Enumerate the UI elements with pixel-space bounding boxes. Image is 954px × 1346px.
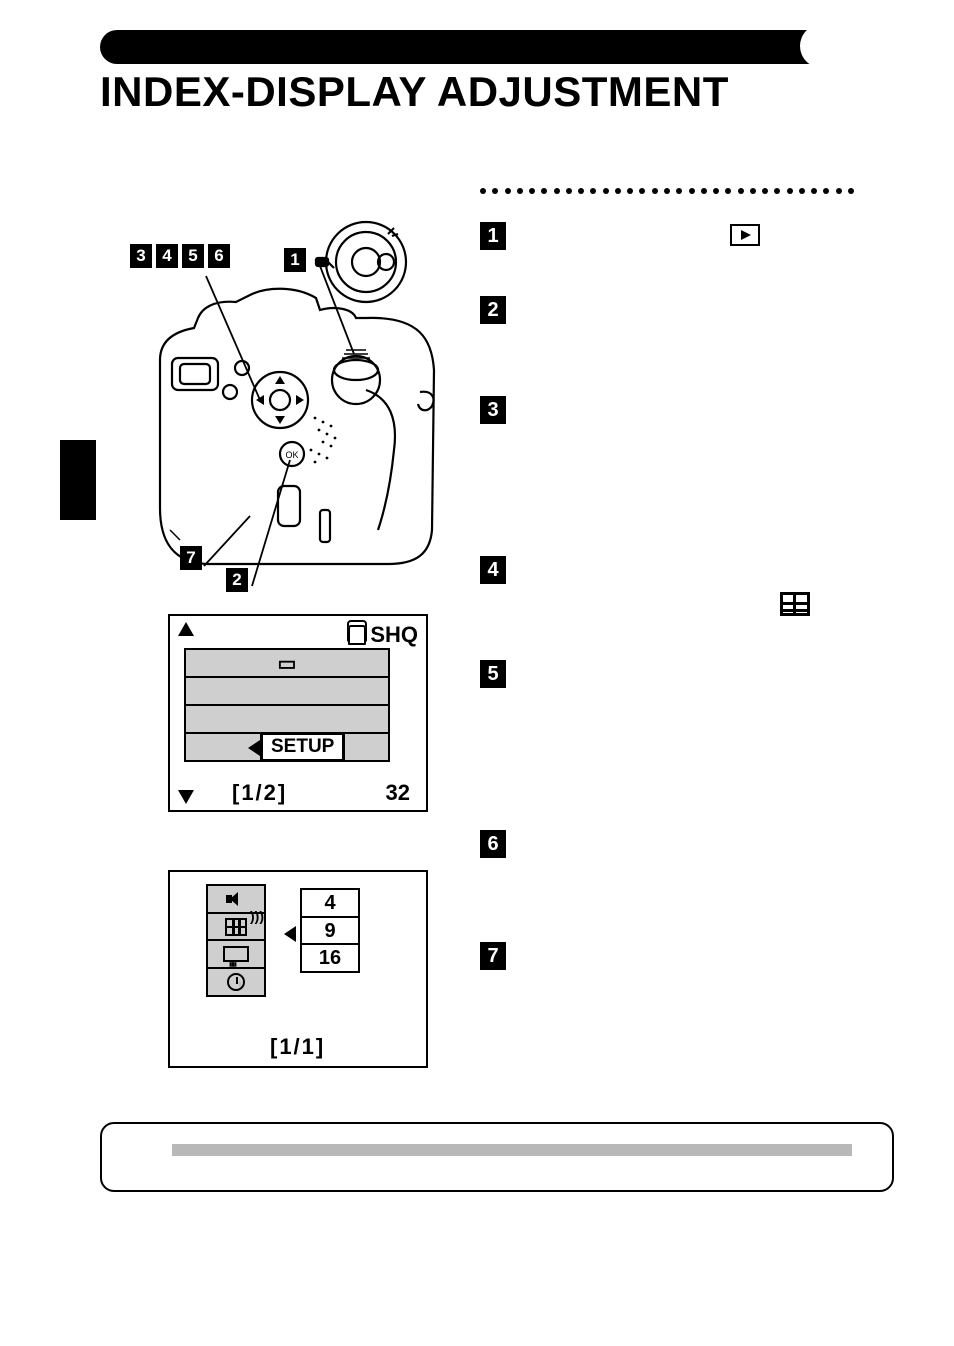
callout-3: 3 (130, 244, 152, 268)
step-1: 1 (480, 222, 506, 250)
page-indicator: [1/1] (270, 1034, 325, 1060)
arrow-up-icon (178, 622, 194, 636)
frame-count: 32 (386, 780, 410, 806)
setup-pill: SETUP (260, 732, 345, 762)
callout-row-top: 3456 (130, 244, 230, 268)
lcd-screen-menu: SHQ ▭ SETUP [1/2] 32 (168, 614, 428, 812)
callout-4: 4 (156, 244, 178, 268)
step-6: 6 (480, 830, 506, 858)
note-box (100, 1122, 894, 1192)
step-5: 5 (480, 660, 506, 688)
clock-icon (227, 973, 245, 991)
index-grid-icon (780, 592, 810, 616)
lcd-screen-options: ))) 4916 [1/1] (168, 870, 428, 1068)
callout-1: 1 (284, 248, 306, 272)
callout-7: 7 (180, 546, 202, 570)
arrow-left-icon (284, 926, 296, 942)
camera-diagram: OK (120, 200, 460, 600)
header-tab (100, 30, 840, 64)
callout-6: 6 (208, 244, 230, 268)
quality-tag: SHQ (348, 622, 418, 648)
arrow-down-icon (178, 790, 194, 804)
multi-frame-icon: ▭ (278, 651, 297, 676)
setup-icon-column: ))) (206, 884, 266, 994)
arrow-left-icon (248, 740, 260, 756)
svg-text:OK: OK (285, 450, 298, 460)
step-3: 3 (480, 396, 506, 424)
index-option-16: 16 (300, 943, 360, 973)
page-title: INDEX-DISPLAY ADJUSTMENT (100, 68, 729, 116)
callout-2: 2 (226, 568, 248, 592)
index-option-4: 4 (300, 888, 360, 918)
dot-leader (480, 188, 854, 194)
step-7: 7 (480, 942, 506, 970)
step-2: 2 (480, 296, 506, 324)
monitor-brightness-icon (223, 946, 249, 962)
step-4: 4 (480, 556, 506, 584)
page-indicator: [1/2] (232, 780, 287, 806)
beep-icon (226, 892, 246, 906)
page: INDEX-DISPLAY ADJUSTMENT 1234567 (0, 0, 954, 1346)
index-option-9: 9 (300, 916, 360, 946)
note-text-placeholder (172, 1144, 852, 1156)
callout-5: 5 (182, 244, 204, 268)
left-thumb-tab (60, 440, 96, 520)
playback-mode-icon (730, 224, 760, 246)
grid-icon (225, 918, 247, 936)
index-count-options: 4916 (300, 888, 360, 971)
